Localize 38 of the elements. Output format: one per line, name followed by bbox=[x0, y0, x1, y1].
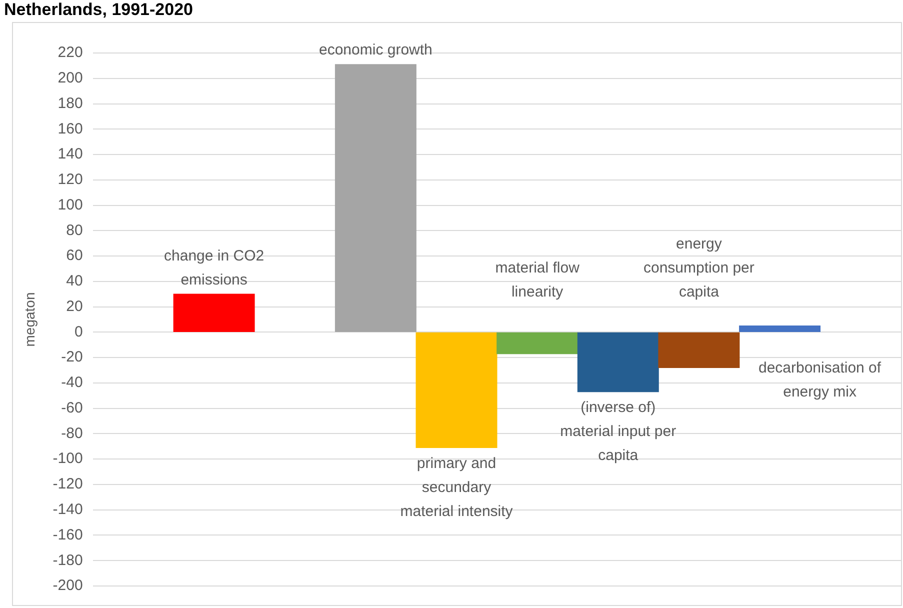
y-tick-label: 140 bbox=[58, 146, 83, 163]
y-tick-label: -180 bbox=[52, 552, 83, 569]
x-tick-label: change in CO2 emissions bbox=[164, 247, 264, 288]
y-tick-label: -20 bbox=[61, 348, 83, 366]
y-tick-label: 40 bbox=[66, 272, 83, 290]
x-tick-label: decarbonisation of energy mix bbox=[758, 359, 882, 400]
bar bbox=[739, 326, 821, 332]
bar bbox=[416, 332, 498, 448]
y-tick-label: -60 bbox=[61, 399, 83, 416]
bar bbox=[173, 294, 255, 332]
x-tick-label: economic growth bbox=[318, 42, 432, 59]
bar bbox=[334, 64, 416, 332]
y-tick-label: -40 bbox=[61, 374, 83, 392]
y-tick-label: 100 bbox=[58, 196, 83, 214]
y-tick-label: -80 bbox=[61, 424, 83, 442]
y-tick-label: -120 bbox=[52, 476, 83, 493]
x-tick-label: (inverse of) material input per capita bbox=[560, 398, 676, 464]
chart-title: Netherlands, 1991-2020 bbox=[3, 0, 194, 20]
y-tick-label: 80 bbox=[66, 222, 83, 239]
y-tick-label: 180 bbox=[58, 94, 83, 112]
y-tick-label: 20 bbox=[66, 298, 83, 315]
x-tick-label: primary and secundary material intensity bbox=[400, 454, 514, 520]
y-tick-label: 160 bbox=[58, 120, 83, 138]
bar bbox=[496, 332, 578, 354]
bar bbox=[577, 332, 659, 392]
y-tick-label: 60 bbox=[66, 247, 83, 264]
y-tick-label: -140 bbox=[52, 501, 83, 518]
y-tick-label: -160 bbox=[52, 526, 83, 544]
y-tick-label: 0 bbox=[74, 323, 83, 340]
y-tick-label: -100 bbox=[52, 450, 83, 468]
y-tick-label: 220 bbox=[58, 44, 83, 62]
x-tick-label: material flow linearity bbox=[495, 259, 580, 300]
y-axis-title: megaton bbox=[21, 292, 38, 347]
x-tick-label: energy consumption per capita bbox=[644, 235, 754, 300]
y-tick-label: 200 bbox=[58, 70, 83, 87]
y-tick-label: 120 bbox=[58, 171, 83, 188]
bar bbox=[658, 332, 740, 368]
y-tick-label: -200 bbox=[52, 577, 83, 594]
